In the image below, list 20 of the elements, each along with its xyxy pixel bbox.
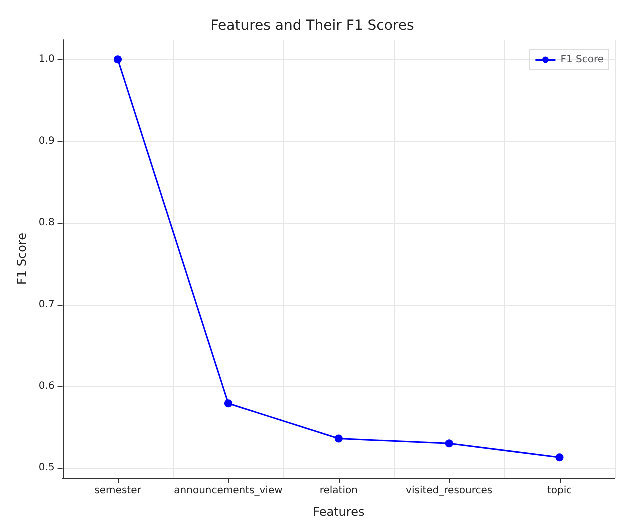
x-tick-label: relation [320,486,358,496]
chart-title: Features and Their F1 Scores [210,18,414,34]
point [334,434,343,443]
y-tick-label: 0.9 [38,136,55,147]
point [556,454,564,462]
y-tick-label: 0.8 [38,218,55,229]
x-tick-label: topic [547,486,572,496]
x-tick-label: semester [94,486,142,496]
y-tick-label: 0.5 [38,462,55,474]
x-axis-title: Features [313,505,365,519]
point [114,56,122,64]
x-tick-label: announcements_view [174,486,283,496]
x-tick-label: visited_resources [406,486,493,496]
legend-label: F1 Score [560,54,604,66]
point [445,440,454,448]
point [224,400,232,408]
y-tick-label: 0.7 [38,299,55,310]
y-axis-title: F1 Score [15,233,29,285]
y-tick-label: 0.6 [38,380,55,392]
y-tick-label: 1.0 [38,54,55,66]
